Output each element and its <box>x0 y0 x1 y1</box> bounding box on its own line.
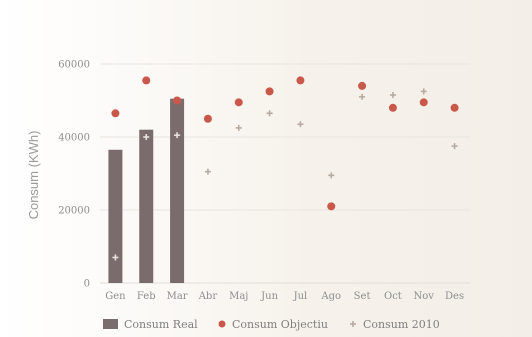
bar-series <box>108 99 184 283</box>
legend-label-consum-real[interactable]: Consum Real <box>124 318 198 331</box>
point-objectiu-des[interactable] <box>451 104 459 112</box>
point-objectiu-ago[interactable] <box>327 202 335 210</box>
point-objectiu-maj[interactable] <box>235 98 243 106</box>
point-2010-nov[interactable] <box>421 88 427 94</box>
x-tick-label-des: Des <box>445 291 464 302</box>
grid-lines <box>100 64 470 283</box>
x-tick-label-oct: Oct <box>384 291 402 302</box>
y-axis-ticks: 0 20000 40000 60000 <box>58 60 90 290</box>
point-objectiu-gen[interactable] <box>111 109 119 117</box>
x-tick-label-jul: Jul <box>293 291 308 302</box>
y-tick-label-60000: 60000 <box>58 60 90 71</box>
legend-label-consum-2010[interactable]: Consum 2010 <box>363 318 440 331</box>
point-objectiu-jul[interactable] <box>296 76 304 84</box>
point-objectiu-mar[interactable] <box>173 97 181 105</box>
point-2010-des[interactable] <box>452 143 458 149</box>
point-2010-maj[interactable] <box>236 125 242 131</box>
point-objectiu-feb[interactable] <box>142 76 150 84</box>
point-2010-ago[interactable] <box>328 172 334 178</box>
point-2010-jul[interactable] <box>297 121 303 127</box>
y-axis-title: Consum (KWh) <box>26 131 41 220</box>
x-axis-ticks: Gen Feb Mar Abr Maj Jun Jul Ago Set Oct Nov Des <box>105 291 464 302</box>
y-tick-label-0: 0 <box>84 279 90 290</box>
bar-feb[interactable] <box>139 130 153 283</box>
x-tick-label-mar: Mar <box>167 291 188 302</box>
legend-cross-mark[interactable] <box>350 321 356 327</box>
scatter-series-objectiu <box>111 76 458 210</box>
point-objectiu-abr[interactable] <box>204 115 212 123</box>
legend-swatch-consum-objectiu[interactable] <box>219 321 226 328</box>
y-tick-label-40000: 40000 <box>58 133 90 144</box>
legend-label-consum-objectiu[interactable]: Consum Objectiu <box>232 318 328 331</box>
y-tick-label-20000: 20000 <box>58 206 90 217</box>
point-objectiu-jun[interactable] <box>266 87 274 95</box>
legend-swatch-consum-2010[interactable] <box>350 321 356 327</box>
point-objectiu-oct[interactable] <box>389 104 397 112</box>
x-tick-label-gen: Gen <box>105 291 126 302</box>
x-tick-label-set: Set <box>354 291 371 302</box>
point-2010-abr[interactable] <box>205 169 211 175</box>
point-objectiu-set[interactable] <box>358 82 366 90</box>
x-tick-label-abr: Abr <box>198 291 218 302</box>
point-objectiu-nov[interactable] <box>420 98 428 106</box>
x-tick-label-maj: Maj <box>229 291 248 302</box>
x-tick-label-feb: Feb <box>137 291 156 302</box>
point-2010-oct[interactable] <box>390 92 396 98</box>
legend: Consum Real Consum Objectiu Consum 2010 <box>103 318 440 331</box>
bar-gen[interactable] <box>108 150 122 283</box>
point-2010-jun[interactable] <box>267 110 273 116</box>
x-tick-label-jun: Jun <box>260 291 278 302</box>
x-tick-label-nov: Nov <box>414 291 435 302</box>
legend-swatch-consum-real[interactable] <box>103 319 118 329</box>
point-2010-set[interactable] <box>359 94 365 100</box>
x-tick-label-ago: Ago <box>320 291 341 302</box>
scatter-series-2010 <box>112 88 457 260</box>
bar-mar[interactable] <box>170 99 184 283</box>
